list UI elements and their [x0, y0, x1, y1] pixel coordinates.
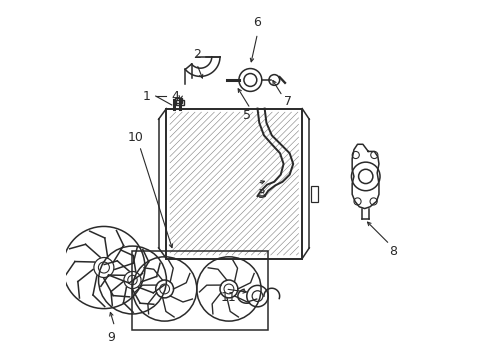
Text: 3: 3: [257, 188, 265, 201]
Text: 8: 8: [389, 245, 397, 258]
Text: 7: 7: [284, 95, 292, 108]
Text: 4: 4: [172, 90, 179, 103]
Bar: [176, 100, 184, 105]
Bar: [175, 98, 182, 103]
Text: 2: 2: [193, 49, 201, 62]
Bar: [167, 109, 302, 258]
Text: 11: 11: [221, 291, 237, 305]
Text: 5: 5: [243, 109, 251, 122]
Text: 6: 6: [253, 16, 262, 29]
Text: 10: 10: [128, 131, 144, 144]
Bar: [311, 185, 318, 202]
Text: 1: 1: [143, 90, 151, 103]
Bar: [132, 251, 268, 330]
Text: 9: 9: [107, 331, 115, 344]
